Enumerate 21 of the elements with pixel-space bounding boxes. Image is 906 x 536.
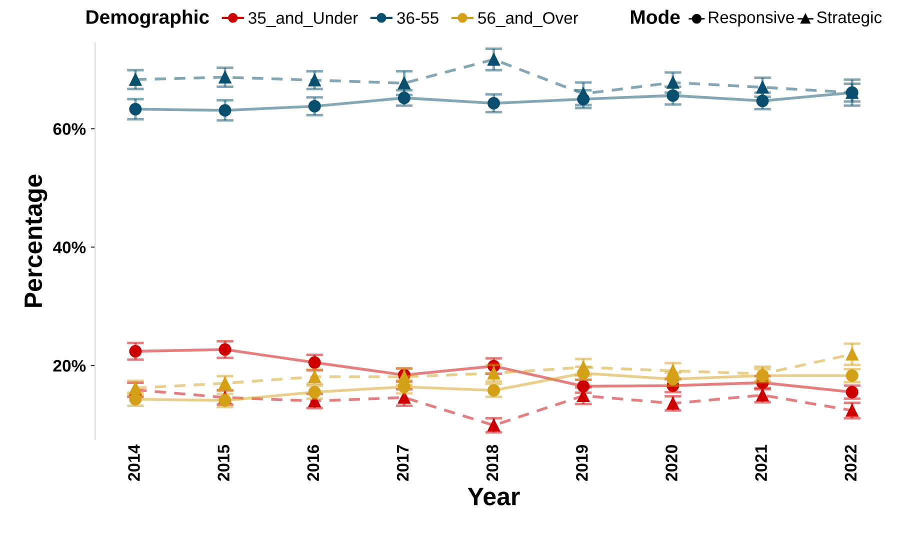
- x-tick-label: 2015: [218, 444, 230, 481]
- y-tick-label: 20%: [53, 360, 86, 372]
- legend-label: 56_and_Over: [478, 12, 578, 28]
- y-tick-label: 60%: [53, 123, 86, 135]
- legend-label: 36-55: [397, 12, 438, 24]
- text: Strategic: [817, 10, 882, 27]
- x-tick-label: 2021: [755, 444, 767, 481]
- y-axis-title: Percentage: [24, 174, 48, 307]
- legend-label: 35_and_Under: [248, 12, 358, 28]
- x-tick-label: 2014: [128, 444, 140, 481]
- x-tick-label: 2020: [666, 445, 678, 481]
- x-axis-title: Year: [468, 488, 520, 506]
- legend-title: Demographic: [86, 10, 209, 28]
- x-tick-label: 2016: [307, 444, 320, 481]
- text: Mode: [630, 10, 680, 24]
- text: Responsive: [708, 10, 794, 27]
- x-tick-label: 2017: [396, 445, 409, 481]
- x-tick-label: 2018: [486, 444, 498, 481]
- x-tick-label: 2019: [576, 444, 588, 481]
- x-tick-label: 2022: [844, 445, 857, 481]
- y-tick-label: 40%: [53, 242, 86, 254]
